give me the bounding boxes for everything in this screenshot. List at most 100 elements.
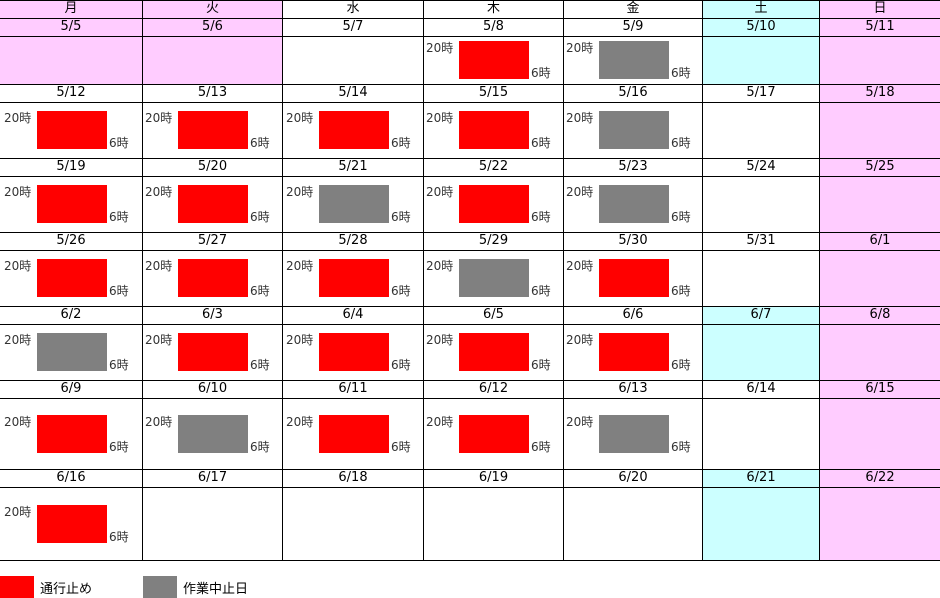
end-time-label: 6時 [671, 66, 691, 80]
date-label: 6/13 [618, 381, 648, 396]
date-label: 5/29 [478, 233, 509, 248]
end-time-label: 6時 [391, 358, 411, 372]
day-cell [703, 487, 820, 560]
start-time-label: 20時 [566, 185, 594, 199]
date-label: 5/16 [618, 85, 648, 100]
day-cell [820, 324, 940, 380]
start-time-label: 20時 [426, 111, 454, 125]
start-time-label: 20時 [286, 259, 314, 273]
date-label: 6/5 [483, 307, 504, 322]
start-time-label: 20時 [286, 185, 314, 199]
end-time-label: 6時 [391, 136, 411, 150]
closure-block [319, 333, 389, 371]
date-header-cell: 5/18 [820, 84, 940, 102]
date-label: 6/11 [338, 381, 368, 396]
weekday-header-cell: 金 [564, 0, 703, 18]
start-time-label: 20時 [426, 333, 454, 347]
date-header-cell: 5/23 [564, 158, 703, 176]
closure-block [459, 185, 529, 223]
date-header-cell: 5/5 [0, 18, 143, 36]
calendar-grid: 月 火 水 木 金 土 日 5/5 5/6 5/7 5/8 20時 6時 5/9 20時 6時 5/10 5/11… [0, 0, 940, 561]
start-time-label: 20時 [566, 111, 594, 125]
grid-line [0, 158, 940, 159]
date-label: 5/26 [56, 233, 86, 248]
closure-block [599, 333, 669, 371]
date-label: 5/11 [865, 19, 895, 34]
date-header-cell: 6/21 [703, 469, 820, 487]
date-label: 6/8 [869, 307, 891, 322]
closure-block [319, 259, 389, 297]
closure-block [37, 415, 107, 453]
date-header-cell: 6/7 [703, 306, 820, 324]
date-header-cell: 6/10 [143, 380, 283, 398]
start-time-label: 20時 [566, 333, 594, 347]
grid-line [0, 398, 940, 399]
start-time-label: 20時 [4, 185, 32, 199]
closure-block [37, 259, 107, 297]
weekday-header-cell: 水 [283, 0, 424, 18]
date-label: 6/3 [202, 307, 223, 322]
date-header-cell: 5/25 [820, 158, 940, 176]
date-header-cell: 5/16 [564, 84, 703, 102]
closure-block [459, 415, 529, 453]
legend-suspended: 作業中止日 [143, 576, 248, 598]
date-header-cell: 6/8 [820, 306, 940, 324]
start-time-label: 20時 [4, 415, 32, 429]
date-header-cell: 6/5 [424, 306, 564, 324]
end-time-label: 6時 [109, 358, 129, 372]
date-header-cell: 6/14 [703, 380, 820, 398]
weekday-header-label: 火 [205, 1, 219, 16]
grid-line [0, 0, 940, 1]
start-time-label: 20時 [145, 259, 173, 273]
suspended-block [599, 41, 669, 79]
closure-block [37, 185, 107, 223]
weekday-header-label: 金 [626, 1, 640, 16]
end-time-label: 6時 [671, 284, 691, 298]
start-time-label: 20時 [566, 415, 594, 429]
date-header-cell: 6/18 [283, 469, 424, 487]
grid-line [0, 487, 940, 488]
date-header-cell: 5/20 [143, 158, 283, 176]
end-time-label: 6時 [671, 440, 691, 454]
date-label: 5/17 [746, 85, 776, 100]
day-cell [703, 176, 820, 232]
date-header-cell: 6/15 [820, 380, 940, 398]
weekday-header-label: 月 [64, 1, 78, 16]
legend-closure: 通行止め [0, 576, 92, 598]
date-label: 5/14 [338, 85, 368, 100]
date-label: 6/22 [865, 470, 895, 485]
day-cell [703, 102, 820, 158]
closure-block [37, 505, 107, 543]
date-header-cell: 5/6 [143, 18, 283, 36]
date-label: 5/18 [865, 85, 895, 100]
start-time-label: 20時 [426, 185, 454, 199]
date-label: 5/19 [56, 159, 86, 174]
date-label: 5/21 [338, 159, 368, 174]
start-time-label: 20時 [145, 111, 173, 125]
date-header-cell: 6/13 [564, 380, 703, 398]
date-label: 6/14 [746, 381, 776, 396]
day-cell [564, 487, 703, 560]
day-cell [0, 36, 143, 84]
start-time-label: 20時 [426, 415, 454, 429]
closure-block [459, 333, 529, 371]
date-header-cell: 5/21 [283, 158, 424, 176]
grid-line [0, 84, 940, 85]
end-time-label: 6時 [109, 284, 129, 298]
closure-block [459, 41, 529, 79]
weekday-header-cell: 土 [703, 0, 820, 18]
date-label: 6/21 [746, 470, 776, 485]
suspended-block [459, 259, 529, 297]
day-cell [703, 398, 820, 469]
date-header-cell: 6/3 [143, 306, 283, 324]
end-time-label: 6時 [250, 440, 270, 454]
date-label: 5/8 [483, 19, 504, 34]
weekday-header-cell: 木 [424, 0, 564, 18]
date-header-cell: 5/9 [564, 18, 703, 36]
date-label: 6/12 [478, 381, 509, 396]
date-label: 5/10 [746, 19, 776, 34]
end-time-label: 6時 [531, 284, 551, 298]
start-time-label: 20時 [4, 259, 32, 273]
day-cell [283, 36, 424, 84]
day-cell [143, 487, 283, 560]
